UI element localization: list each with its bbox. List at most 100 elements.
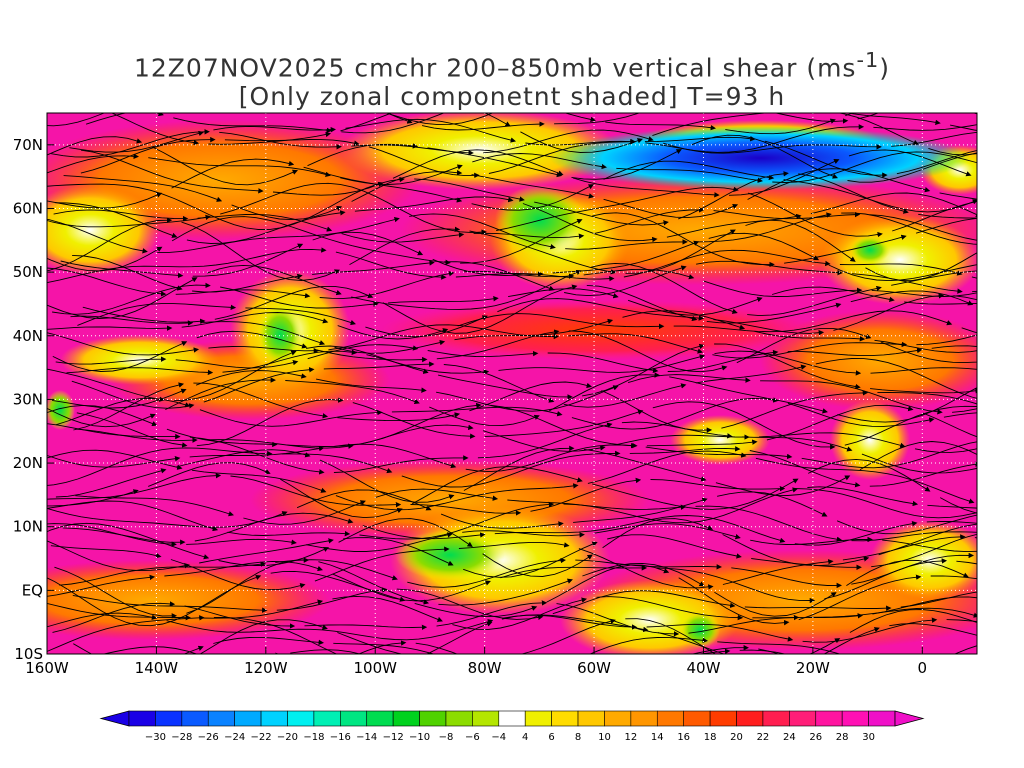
streamline [47, 277, 198, 319]
colorbar-label: 26 [809, 732, 822, 743]
colorbar-label: 12 [624, 732, 637, 743]
streamline [930, 575, 977, 580]
streamline [396, 588, 544, 620]
streamline [472, 153, 607, 170]
colorbar-swatch [445, 710, 473, 727]
streamline [219, 131, 342, 150]
colorbar-swatch [498, 710, 526, 727]
streamline [874, 339, 977, 353]
streamline [47, 540, 190, 572]
colorbar-label: −4 [491, 732, 506, 743]
colorbar-label: −20 [277, 732, 298, 743]
streamline [296, 489, 432, 511]
streamline [69, 130, 205, 153]
streamline [47, 153, 139, 174]
streamline [953, 295, 977, 301]
streamline [227, 530, 351, 537]
streamline [482, 430, 606, 452]
colorbar-swatch [207, 710, 235, 727]
streamline [175, 359, 299, 369]
streamline [276, 587, 388, 611]
streamline [852, 273, 963, 294]
streamline [564, 265, 687, 297]
streamline [102, 646, 199, 654]
streamline [422, 121, 545, 131]
streamline [218, 546, 330, 566]
colorbar-label: 30 [862, 732, 875, 743]
streamline [656, 567, 816, 604]
streamline [646, 623, 794, 642]
streamline [745, 219, 856, 262]
streamline [471, 184, 594, 211]
streamline [663, 142, 882, 154]
streamline [186, 210, 346, 244]
streamline [713, 210, 861, 220]
streamline [833, 293, 945, 331]
x-tick-label: 140W [135, 659, 179, 677]
streamline [80, 136, 216, 174]
streamline [667, 349, 779, 372]
colorbar-swatch [234, 710, 262, 727]
y-tick-label: 10N [13, 518, 43, 536]
streamline [340, 164, 463, 185]
colorbar: −30 −28 −26 −24 −22 −20 −18 −16 −14 −12 −10 −8 −6 −4 4… [99, 710, 925, 743]
streamline [73, 382, 185, 431]
streamline [808, 607, 977, 618]
streamline [47, 615, 205, 652]
colorbar-swatch [472, 710, 500, 727]
streamline [721, 390, 869, 429]
streamline [614, 434, 750, 446]
streamline [669, 376, 828, 414]
streamline [306, 532, 453, 552]
streamline [950, 124, 977, 131]
streamline [55, 356, 167, 365]
streamline [72, 594, 268, 613]
x-tick-label: 120W [244, 659, 288, 677]
streamline [362, 424, 474, 444]
streamline [836, 514, 977, 535]
streamline [713, 319, 825, 336]
streamline [471, 174, 595, 199]
streamline [401, 450, 621, 488]
colorbar-label: −26 [198, 732, 219, 743]
streamline [47, 176, 405, 230]
streamline [605, 121, 716, 131]
streamline [616, 167, 763, 183]
streamline [892, 200, 977, 232]
streamline [303, 166, 463, 203]
streamline [312, 231, 424, 256]
colorbar-swatch [419, 710, 447, 727]
streamline [337, 412, 461, 422]
colorbar-label: 16 [677, 732, 690, 743]
streamline [222, 349, 358, 373]
x-tick-label: 40W [687, 659, 721, 677]
streamline [596, 596, 744, 621]
streamline [341, 232, 465, 243]
streamline [703, 280, 863, 297]
streamline [438, 374, 573, 400]
streamline [359, 501, 555, 540]
streamline [744, 605, 892, 611]
streamline [66, 367, 214, 376]
colorbar-swatch [128, 710, 156, 727]
colorbar-swatch [524, 710, 552, 727]
streamline [427, 350, 539, 358]
streamline [148, 157, 331, 178]
streamline [961, 327, 977, 334]
streamline [391, 406, 563, 417]
streamline [458, 541, 570, 549]
streamline [52, 388, 187, 409]
streamline [563, 113, 596, 123]
streamline [351, 269, 582, 310]
x-tick-label: 160W [25, 659, 69, 677]
streamline [55, 468, 167, 498]
streamline [522, 203, 658, 243]
streamline [392, 149, 564, 179]
streamline [224, 139, 360, 146]
streamline [191, 469, 327, 493]
colorbar-label: 20 [730, 732, 743, 743]
colorbar-label: −14 [356, 732, 377, 743]
streamline [202, 321, 326, 346]
streamline [808, 458, 931, 492]
colorbar-swatch [868, 710, 896, 727]
